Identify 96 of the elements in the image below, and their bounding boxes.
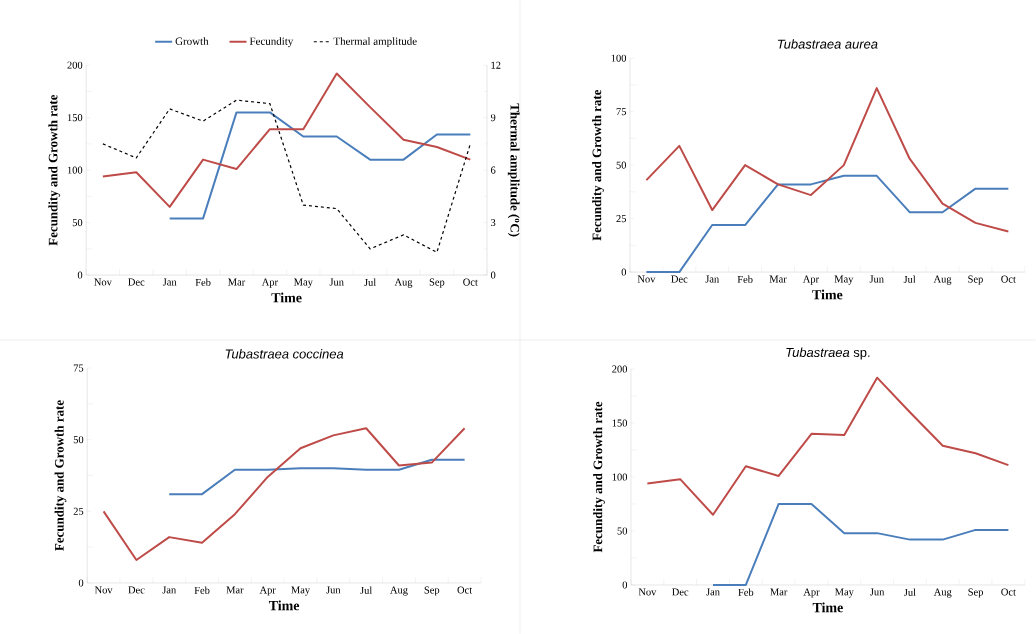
line-series xyxy=(168,111,472,220)
y-tick-label: 150 xyxy=(612,419,628,427)
x-tick-label: Mar xyxy=(770,588,788,596)
x-tick-label: Jun xyxy=(326,586,341,594)
x-tick-label: May xyxy=(294,278,313,288)
legend-label: Fecundity xyxy=(249,37,294,48)
y-tick-label: 0 xyxy=(622,581,628,589)
x-tick-label: Jun xyxy=(869,275,884,283)
chart-title: Tubastraea coccinea xyxy=(225,348,344,359)
x-tick-label: Sep xyxy=(968,588,983,598)
line-series xyxy=(712,502,1010,586)
x-tick-label: May xyxy=(834,275,854,285)
line-series xyxy=(102,427,466,561)
x-tick-label: Jul xyxy=(364,278,376,286)
y2-tick-label: 9 xyxy=(490,114,496,122)
x-tick-label: Aug xyxy=(390,586,408,596)
x-tick-label: Aug xyxy=(933,275,952,285)
x-tick-label: Oct xyxy=(457,586,473,594)
x-tick-label: Jul xyxy=(903,275,916,283)
x-tick-label: Jul xyxy=(904,588,916,596)
x-tick-label: Feb xyxy=(737,275,753,283)
y-tick-label: 150 xyxy=(67,114,83,122)
x-axis-title: Time xyxy=(812,602,843,613)
x-tick-label: Apr xyxy=(261,278,278,288)
x-tick-label: Oct xyxy=(1001,275,1016,283)
y-tick-label: 200 xyxy=(67,61,83,69)
x-tick-label: Aug xyxy=(933,588,952,598)
y-tick-label: 200 xyxy=(612,365,628,373)
x-tick-label: Mar xyxy=(228,278,246,286)
x-tick-label: Nov xyxy=(94,586,113,594)
line-series xyxy=(101,72,472,208)
y-tick-label: 25 xyxy=(73,507,84,515)
x-axis-title: Time xyxy=(271,292,302,303)
x-tick-label: Mar xyxy=(226,586,244,594)
y-axis-title: Fecundity and Growth rate xyxy=(592,89,604,241)
x-tick-label: Dec xyxy=(128,278,145,286)
y2-tick-label: 0 xyxy=(490,271,496,279)
x-tick-label: Oct xyxy=(1001,588,1016,596)
x-tick-label: Apr xyxy=(259,586,276,596)
x-tick-label: Nov xyxy=(637,275,656,283)
legend-label: Growth xyxy=(175,37,209,45)
y-axis-title: Fecundity and Growth rate xyxy=(593,401,605,553)
x-tick-label: Mar xyxy=(769,275,787,283)
y-tick-label: 50 xyxy=(72,219,83,227)
y-tick-label: 50 xyxy=(617,527,628,535)
y2-axis-title: Thermal amplitude ($^{o}$C) xyxy=(507,103,520,237)
y-tick-label: 50 xyxy=(616,161,627,169)
y2-tick-label: 6 xyxy=(490,166,496,174)
chart-title: Tubastraea aurea xyxy=(777,39,878,49)
x-tick-label: Jan xyxy=(706,588,720,596)
x-tick-label: Sep xyxy=(968,275,983,285)
x-tick-label: Jan xyxy=(705,275,720,283)
y2-tick-label: 12 xyxy=(491,61,501,69)
x-tick-label: Jan xyxy=(162,278,177,286)
x-tick-label: May xyxy=(835,588,854,598)
x-tick-label: Feb xyxy=(195,278,211,286)
y-tick-label: 0 xyxy=(621,268,627,276)
y-tick-label: 100 xyxy=(67,166,83,174)
y2-tick-label: 3 xyxy=(491,219,496,227)
x-tick-label: Oct xyxy=(463,278,478,286)
line-series xyxy=(168,458,466,496)
y-tick-label: 50 xyxy=(73,436,84,444)
y-tick-label: 75 xyxy=(616,108,627,116)
line-series xyxy=(646,376,1010,516)
y-tick-label: 100 xyxy=(611,54,627,62)
x-tick-label: May xyxy=(291,586,311,596)
y-tick-label: 0 xyxy=(77,271,83,279)
x-tick-label: Dec xyxy=(128,586,145,594)
y-axis-title: Fecundity and Growth rate xyxy=(48,94,61,246)
x-tick-label: Apr xyxy=(802,275,819,285)
legend-label: Thermal amplitude xyxy=(333,37,417,48)
line-series xyxy=(645,174,1010,274)
x-tick-label: Feb xyxy=(738,588,754,596)
x-tick-label: Jul xyxy=(360,586,373,594)
y-tick-label: 0 xyxy=(78,579,84,587)
x-tick-label: Feb xyxy=(194,586,210,594)
x-tick-label: Sep xyxy=(424,586,440,596)
x-tick-label: Sep xyxy=(429,278,445,288)
x-tick-label: Jun xyxy=(329,278,344,286)
x-tick-label: Nov xyxy=(94,278,112,286)
y-tick-label: 100 xyxy=(612,473,628,481)
x-tick-label: Jan xyxy=(162,586,177,594)
x-tick-label: Dec xyxy=(672,588,689,596)
x-tick-label: Jun xyxy=(870,588,885,596)
line-series xyxy=(102,99,471,253)
y-tick-label: 75 xyxy=(73,364,84,372)
x-tick-label: Aug xyxy=(394,278,413,288)
x-tick-label: Nov xyxy=(638,588,657,596)
x-axis-title: Time xyxy=(812,289,843,300)
x-axis-title: Time xyxy=(268,600,300,611)
chart-title: Tubastraea sp. xyxy=(786,347,870,360)
x-tick-label: Dec xyxy=(671,275,688,283)
y-axis-title: Fecundity and Growth rate xyxy=(54,400,67,551)
x-tick-label: Apr xyxy=(803,588,820,598)
y-tick-label: 25 xyxy=(616,215,627,223)
line-series xyxy=(645,87,1010,233)
